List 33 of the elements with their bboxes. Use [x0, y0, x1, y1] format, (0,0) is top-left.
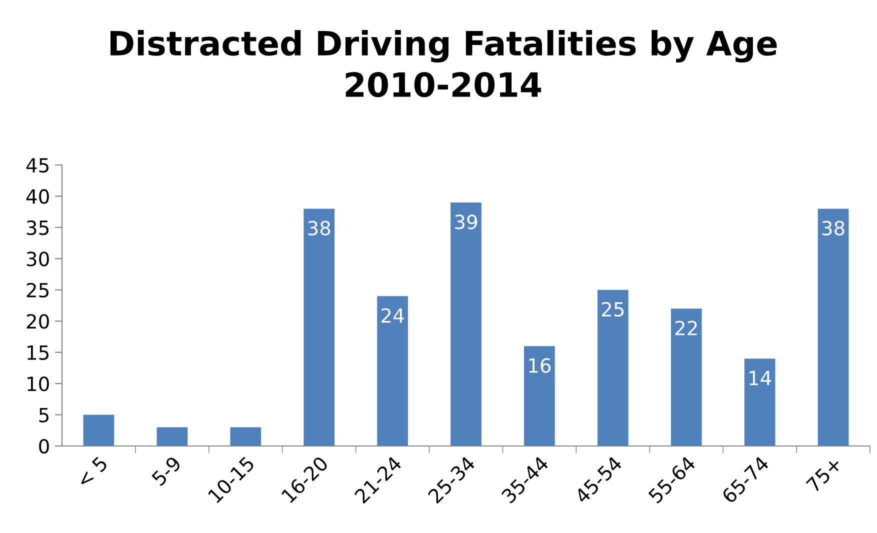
- y-tick-label: 5: [39, 408, 48, 422]
- y-tick-label: 0: [39, 438, 49, 454]
- data-label: 24: [382, 308, 404, 323]
- y-tick-label: 45: [26, 158, 48, 173]
- x-tick-label: 5-9: [151, 456, 182, 486]
- y-tick-label: 10: [28, 376, 49, 392]
- data-label: 39: [455, 214, 478, 230]
- y-tick-label: 25: [26, 282, 48, 298]
- x-tick-label: < 5: [76, 456, 108, 488]
- y-tick-label: 35: [26, 220, 48, 236]
- bar: [377, 296, 408, 446]
- y-tick-label: 20: [26, 314, 49, 329]
- data-label: 38: [308, 220, 330, 236]
- x-tick-label: 75+: [806, 456, 842, 493]
- bar: [156, 427, 188, 446]
- data-label: 16: [529, 358, 551, 373]
- bar: [744, 358, 776, 446]
- bar: [670, 308, 702, 446]
- bar: [818, 208, 849, 446]
- y-tick-label: 40: [26, 189, 49, 204]
- y-tick-label: 30: [26, 252, 49, 266]
- data-label: 25: [602, 302, 624, 317]
- bar: [524, 346, 555, 446]
- data-label: 22: [675, 320, 697, 336]
- bar: [450, 202, 482, 446]
- bar: [304, 208, 335, 446]
- chart-title: Distracted Driving Fatalities by Age 2010-2014: [110, 30, 777, 98]
- y-tick-label: 15: [28, 346, 48, 360]
- bar: [83, 414, 114, 446]
- data-label: 14: [750, 370, 772, 386]
- bar: [597, 290, 628, 446]
- data-label: 38: [822, 220, 844, 236]
- bar: [230, 427, 262, 446]
